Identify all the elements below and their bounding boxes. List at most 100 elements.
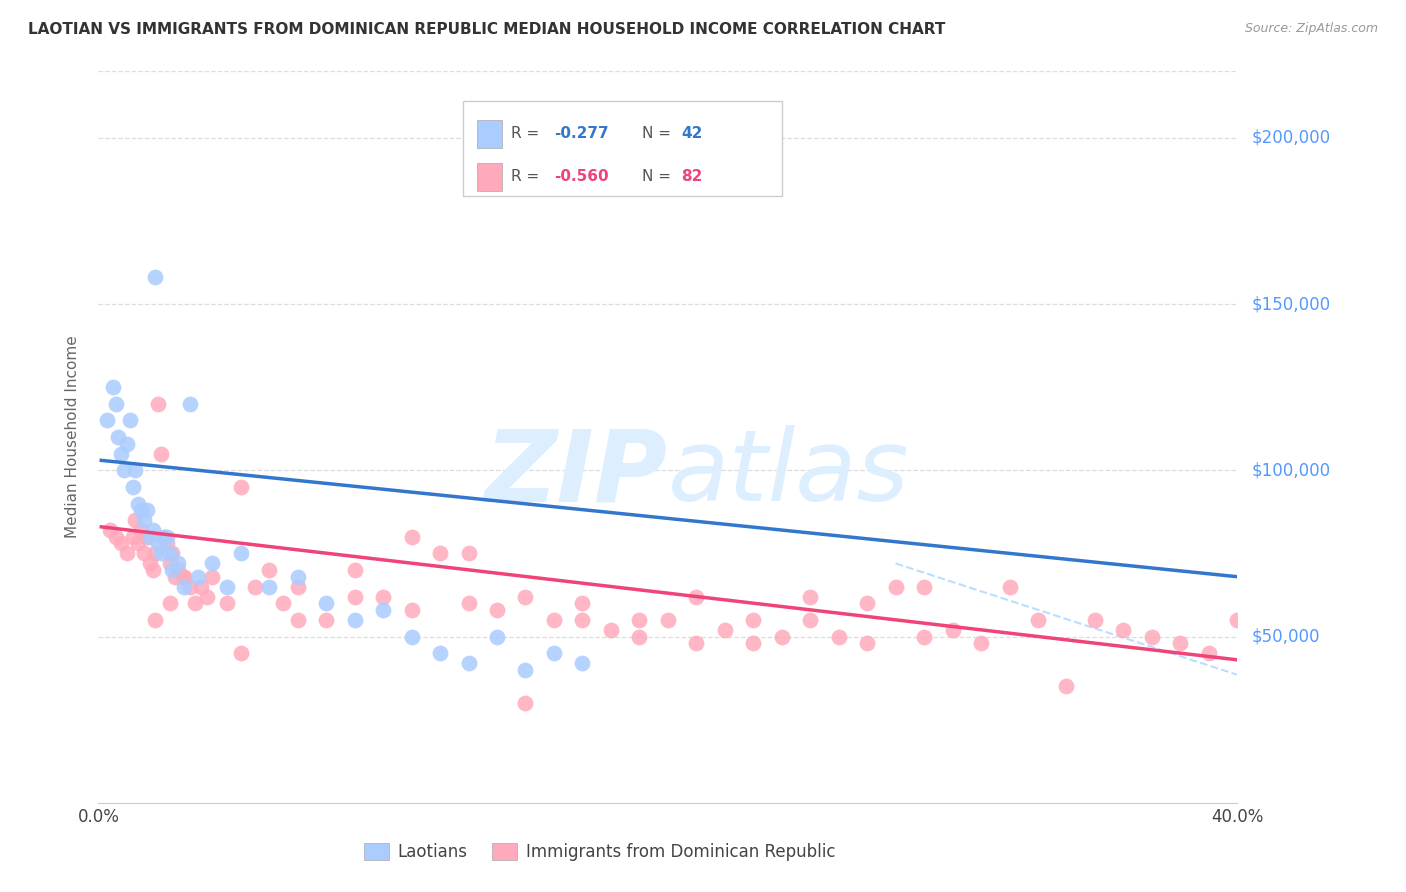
Point <box>124 463 146 477</box>
Point <box>457 596 479 610</box>
Text: N =: N = <box>641 169 675 184</box>
Point <box>173 570 195 584</box>
Point <box>98 523 121 537</box>
Point <box>343 590 366 604</box>
Point <box>156 530 179 544</box>
Point <box>486 630 509 644</box>
Point <box>1056 680 1078 694</box>
Point <box>184 596 207 610</box>
Point <box>1226 613 1249 627</box>
Point <box>543 613 565 627</box>
Point <box>145 613 167 627</box>
Text: 82: 82 <box>682 169 703 184</box>
Point <box>884 580 907 594</box>
Point <box>259 580 281 594</box>
Point <box>127 536 149 550</box>
Point <box>315 596 337 610</box>
Text: ZIP: ZIP <box>485 425 668 522</box>
Text: N =: N = <box>641 127 675 142</box>
Point <box>401 530 423 544</box>
Text: 42: 42 <box>682 127 703 142</box>
Text: Source: ZipAtlas.com: Source: ZipAtlas.com <box>1244 22 1378 36</box>
FancyBboxPatch shape <box>477 120 502 148</box>
Point <box>912 630 935 644</box>
Point <box>110 447 132 461</box>
Point <box>628 630 651 644</box>
Point <box>429 646 451 660</box>
Point <box>799 613 821 627</box>
Point <box>173 580 195 594</box>
Point <box>121 480 143 494</box>
Point <box>1084 613 1107 627</box>
Point <box>515 663 537 677</box>
Point <box>685 590 707 604</box>
Point <box>770 630 793 644</box>
Point <box>148 536 170 550</box>
Point <box>132 546 155 560</box>
Point <box>145 546 167 560</box>
Point <box>373 590 395 604</box>
Point <box>714 623 737 637</box>
Point <box>600 623 623 637</box>
Text: -0.560: -0.560 <box>554 169 609 184</box>
Point <box>195 590 218 604</box>
Point <box>657 613 679 627</box>
Point <box>110 536 132 550</box>
Point <box>162 546 184 560</box>
Point <box>457 546 479 560</box>
Point <box>129 523 152 537</box>
Point <box>121 530 143 544</box>
Point <box>215 596 238 610</box>
Text: $200,000: $200,000 <box>1251 128 1330 147</box>
Point <box>287 580 309 594</box>
Point <box>373 603 395 617</box>
Point <box>150 447 173 461</box>
Point <box>828 630 851 644</box>
Point <box>153 530 176 544</box>
Point <box>912 580 935 594</box>
Point <box>942 623 965 637</box>
Y-axis label: Median Household Income: Median Household Income <box>65 335 80 539</box>
Legend: Laotians, Immigrants from Dominican Republic: Laotians, Immigrants from Dominican Repu… <box>357 836 842 868</box>
Point <box>115 546 138 560</box>
Point <box>201 570 224 584</box>
Point <box>429 546 451 560</box>
FancyBboxPatch shape <box>463 101 782 195</box>
Point <box>179 580 201 594</box>
Point <box>856 596 879 610</box>
Point <box>138 530 160 544</box>
Text: $50,000: $50,000 <box>1251 628 1320 646</box>
Point <box>1026 613 1049 627</box>
Point <box>165 570 187 584</box>
Point <box>315 613 337 627</box>
Point <box>148 397 170 411</box>
Point <box>215 580 238 594</box>
Point <box>259 563 281 577</box>
Point <box>1170 636 1192 650</box>
Point <box>229 480 252 494</box>
Point <box>856 636 879 650</box>
Point <box>515 696 537 710</box>
Point <box>273 596 295 610</box>
Point <box>107 430 129 444</box>
Point <box>998 580 1021 594</box>
Point <box>156 536 179 550</box>
Point <box>124 513 146 527</box>
Point <box>135 503 157 517</box>
Text: $150,000: $150,000 <box>1251 295 1330 313</box>
Point <box>343 563 366 577</box>
Text: atlas: atlas <box>668 425 910 522</box>
Point <box>343 613 366 627</box>
Text: R =: R = <box>510 127 544 142</box>
Point <box>141 563 163 577</box>
Point <box>187 570 209 584</box>
Point <box>1112 623 1135 637</box>
Point <box>287 613 309 627</box>
Point <box>799 590 821 604</box>
Point <box>118 413 141 427</box>
Point <box>486 603 509 617</box>
Point <box>159 557 181 571</box>
Point <box>96 413 118 427</box>
Point <box>150 546 173 560</box>
Point <box>190 580 212 594</box>
